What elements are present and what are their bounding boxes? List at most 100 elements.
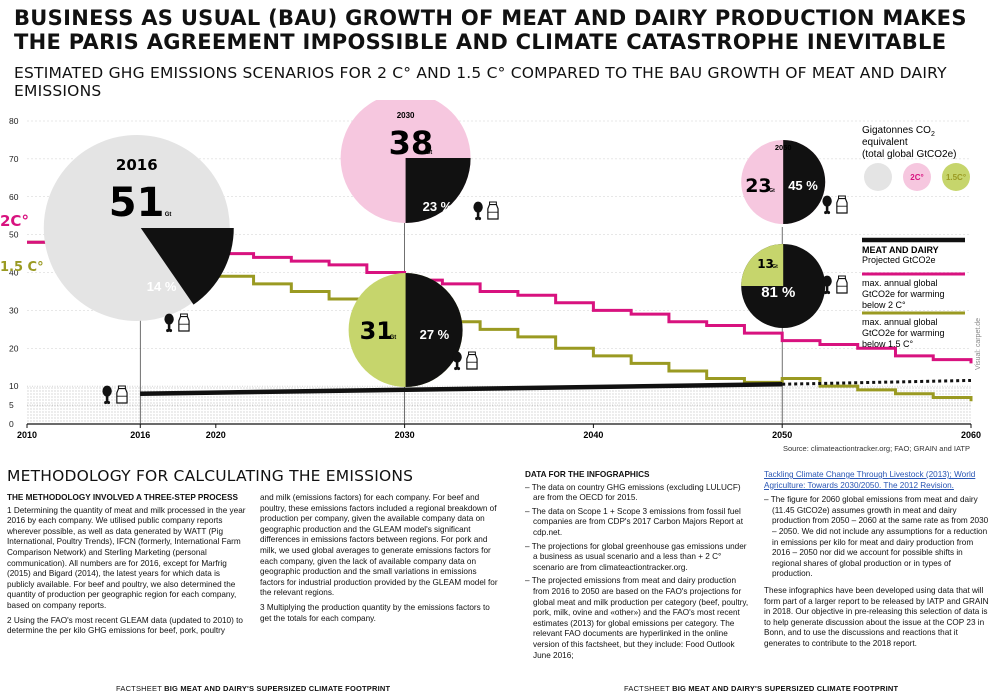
data-item: The projected emissions from meat and da… (532, 576, 751, 661)
bubble-share-label: 14 % (147, 279, 177, 294)
legend-2c-label: max. annual global (862, 278, 938, 288)
y-tick-label: 30 (9, 305, 19, 315)
legend-circle-2c-label: 2C° (910, 173, 923, 182)
bubble-share-label: 81 % (761, 284, 795, 301)
legend-circle-2c (903, 163, 931, 191)
icon-pair-2050-2c-milk-can-icon (836, 195, 848, 214)
data-item: The data on Scope 1 + Scope 3 emissions … (532, 507, 751, 539)
icon-pair-meat-line-milk-can-icon (116, 385, 128, 404)
icon-pair-2030-15c-milk-can-icon (466, 351, 478, 370)
legend-title-line3: (total global GtCO2e) (862, 149, 957, 160)
x-tick-label: 2040 (583, 430, 603, 440)
closing-note: These infographics have been developed u… (764, 585, 989, 648)
data-col3: DATA FOR THE INFOGRAPHICS The data on co… (525, 470, 751, 664)
footer-right: FACTSHEET BIG MEAT AND DAIRY'S SUPERSIZE… (624, 684, 899, 693)
icon-pair-2016-drumstick-icon (164, 313, 174, 333)
y-tick-label: 0 (9, 419, 14, 429)
legend-title: Gigatonnes CO2 (862, 125, 935, 138)
y-tick-label: 5 (9, 400, 14, 410)
bubble-total: 23 (745, 175, 771, 197)
bubble-share-2016 (140, 228, 234, 305)
legend-2c-label: GtCO2e for warming (862, 289, 945, 299)
data-item: The projections for global greenhouse ga… (532, 542, 751, 574)
bubble-unit: Gt (772, 264, 778, 270)
data-col4: Tackling Climate Change Through Livestoc… (764, 470, 990, 654)
bubble-year: 2050 (775, 143, 792, 152)
legend-1-5c-label: GtCO2e for warming (862, 328, 945, 338)
bubble-total: 31 (360, 317, 393, 345)
methodology-subheading: THE METHODOLOGY INVOLVED A THREE-STEP PR… (7, 493, 238, 502)
legend-2c-label: below 2 C° (862, 300, 906, 310)
icon-pair-2050-15c-milk-can-icon (836, 275, 848, 294)
legend-1-5c-label: max. annual global (862, 317, 938, 327)
y-tick-label: 40 (9, 268, 19, 278)
legend-meat-sub: Projected GtCO2e (862, 255, 936, 265)
footer-left: FACTSHEET BIG MEAT AND DAIRY'S SUPERSIZE… (116, 684, 391, 693)
bubble-year: 2030 (397, 111, 415, 120)
bubble-share-2050-15c (741, 244, 784, 286)
methodology-col1: THE METHODOLOGY INVOLVED A THREE-STEP PR… (7, 493, 247, 641)
icon-pair-2030-15c-drumstick-icon (452, 351, 462, 371)
bubble-share-2030-15c (405, 273, 463, 387)
source-note: Source: climateactiontracker.org; FAO; G… (782, 444, 970, 453)
visual-credit: Visual: carpet.de (975, 317, 982, 370)
page-subtitle: ESTIMATED GHG EMISSIONS SCENARIOS FOR 2 … (14, 64, 947, 100)
series-line-meat-projection (782, 378, 972, 386)
icon-group (102, 195, 848, 405)
legend-circle-15c (942, 163, 970, 191)
data-heading: DATA FOR THE INFOGRAPHICS (525, 470, 650, 479)
x-tick-label: 2020 (206, 430, 226, 440)
page-title: BUSINESS AS USUAL (BAU) GROWTH OF MEAT A… (14, 6, 967, 54)
methodology-step2-cont: and milk (emissions factors) for each co… (260, 493, 498, 598)
y-tick-label: 10 (9, 381, 19, 391)
legend-1-5c-label: below 1.5 C° (862, 339, 914, 349)
bubble-share-2050-2c (783, 140, 826, 224)
methodology-step3: 3 Multiplying the production quantity by… (260, 602, 490, 623)
bubble-share-label: 45 % (788, 178, 818, 193)
x-tick-label: 2050 (772, 430, 792, 440)
bubble-share-2030-2c (405, 158, 471, 223)
legend-meat-title: MEAT AND DAIRY (862, 245, 939, 255)
methodology-heading: METHODOLOGY FOR CALCULATING THE EMISSION… (7, 467, 414, 485)
references-link[interactable]: Tackling Climate Change Through Livestoc… (764, 470, 976, 490)
bubble-unit: Gt (769, 188, 775, 194)
methodology-step1: 1 Determining the quantity of meat and m… (7, 505, 246, 610)
bubble-year: 2016 (116, 156, 158, 174)
y-tick-label: 50 (9, 230, 19, 240)
icon-pair-meat-line-drumstick-icon (102, 385, 112, 405)
data-item: The data on country GHG emissions (exclu… (532, 483, 751, 504)
x-tick-label: 2060 (961, 430, 981, 440)
bubble-unit: Gt (390, 335, 397, 341)
bubble-share-label: 23 % (423, 199, 453, 214)
series-line-meat (140, 381, 783, 396)
methodology-col2: and milk (emissions factors) for each co… (260, 493, 500, 628)
y-tick-label: 60 (9, 192, 19, 202)
x-tick-label: 2010 (17, 430, 37, 440)
label-1-5c: 1.5 C° (0, 260, 44, 275)
bubble-unit: Gt (165, 212, 172, 218)
label-2c: 2C° (0, 212, 29, 230)
y-tick-label: 80 (9, 116, 19, 126)
bubble-total: 38 (389, 124, 434, 162)
legend-circle-total (864, 163, 892, 191)
bubble-unit: Gt (426, 150, 433, 156)
icon-pair-2050-15c-drumstick-icon (822, 275, 832, 295)
x-tick-label: 2016 (130, 430, 150, 440)
legend-circle-15c-label: 1.5C° (946, 173, 966, 182)
bubble-share-label: 27 % (420, 327, 450, 342)
legend-title-line2: equivalent (862, 137, 908, 148)
icon-pair-2030-2c-drumstick-icon (473, 201, 483, 221)
y-tick-label: 70 (9, 154, 19, 164)
x-tick-label: 2030 (395, 430, 415, 440)
bubble-total: 51 (109, 180, 165, 226)
data-item: The figure for 2060 global emissions fro… (771, 495, 990, 580)
methodology-step2: 2 Using the FAO's most recent GLEAM data… (7, 615, 243, 636)
icon-pair-2030-2c-milk-can-icon (487, 201, 499, 220)
icon-pair-2016-milk-can-icon (178, 313, 190, 332)
icon-pair-2050-2c-drumstick-icon (822, 195, 832, 215)
bubble-total: 13 (757, 257, 774, 271)
y-tick-label: 20 (9, 343, 19, 353)
